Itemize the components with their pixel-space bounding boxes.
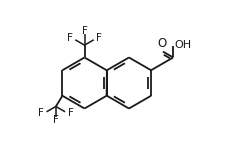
Text: F: F: [38, 108, 44, 118]
Text: OH: OH: [174, 40, 191, 50]
Text: F: F: [67, 33, 73, 43]
Text: F: F: [53, 115, 59, 125]
Text: F: F: [68, 108, 74, 118]
Text: F: F: [96, 33, 102, 43]
Text: O: O: [158, 37, 167, 50]
Text: F: F: [82, 26, 88, 37]
